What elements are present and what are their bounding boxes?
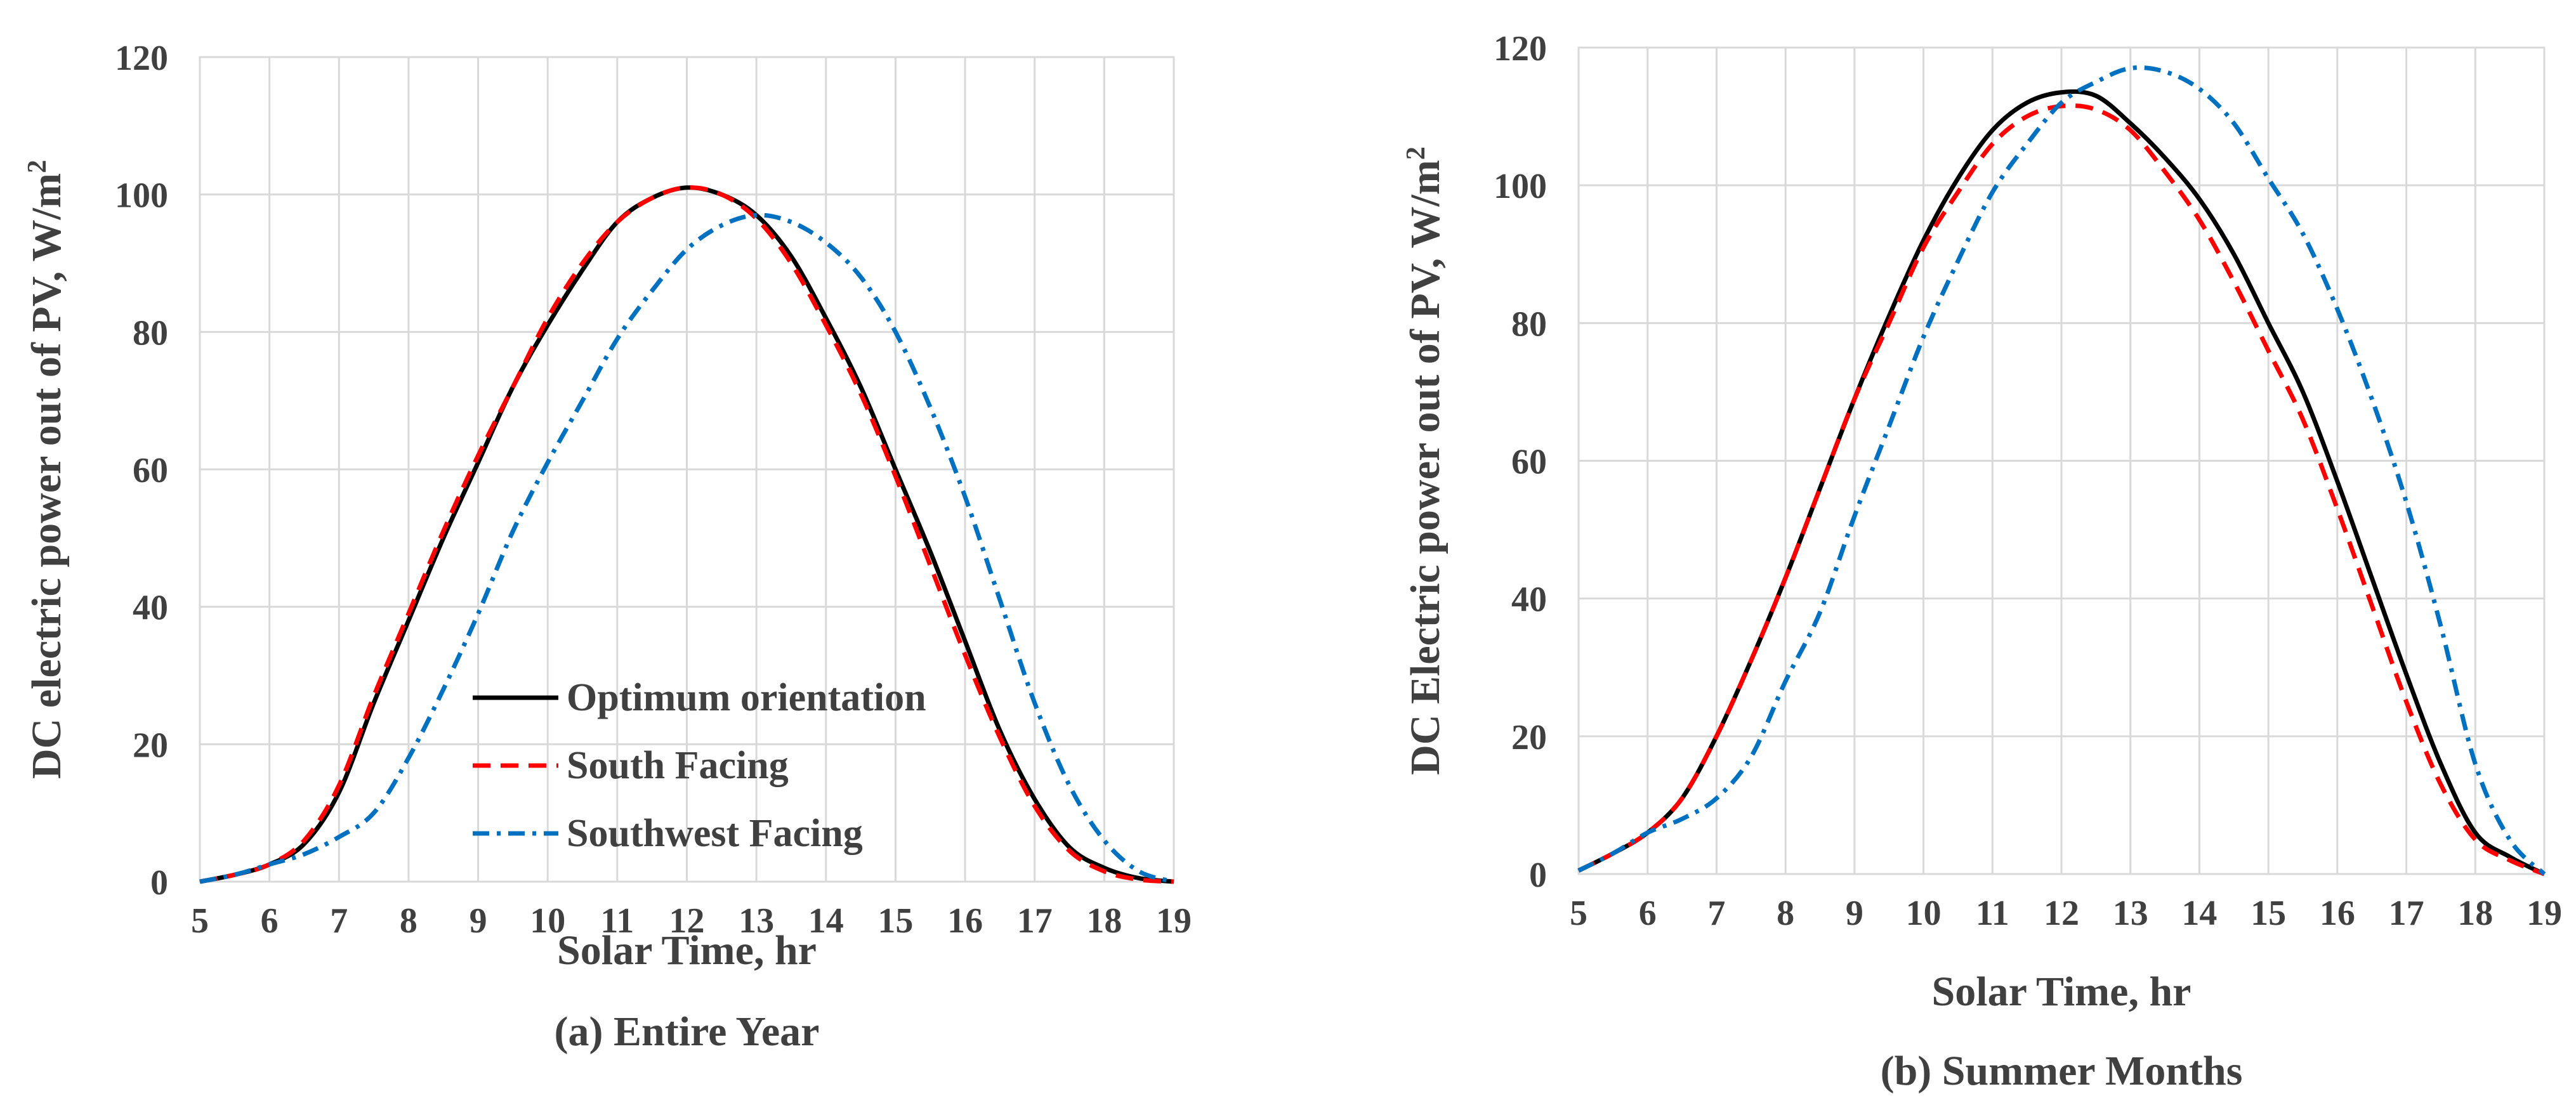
y-axis-label: DC Electric power out of PV, W/m2 bbox=[1402, 147, 1449, 775]
x-tick-label: 7 bbox=[1707, 894, 1725, 933]
y-tick-label: 0 bbox=[150, 863, 168, 903]
plot-area-frame bbox=[199, 56, 1175, 883]
y-tick-label: 0 bbox=[1529, 856, 1547, 895]
y-tick-label: 120 bbox=[115, 39, 168, 78]
y-tick-label: 80 bbox=[1511, 304, 1547, 344]
chart-caption: (a) Entire Year bbox=[555, 1008, 820, 1055]
x-tick-label: 9 bbox=[470, 901, 487, 941]
series-group bbox=[1577, 65, 2546, 877]
series-group bbox=[199, 185, 1174, 884]
y-tick-label: 40 bbox=[133, 589, 168, 628]
x-tick-label: 8 bbox=[1777, 894, 1794, 933]
tick-labels: 5 6 7 8 9 10 11 12 13 14 15 16 17 18 19 0 20 40 60 80 100 120 bbox=[115, 39, 1192, 941]
x-tick-label: 19 bbox=[1156, 901, 1192, 941]
x-tick-label: 9 bbox=[1846, 894, 1863, 933]
chart-panel-summer-months: 5 6 7 8 9 10 11 12 13 14 15 16 17 18 19 0 20 40 60 80 100 120… bbox=[1402, 29, 2562, 1094]
x-tick-label: 15 bbox=[2251, 894, 2286, 933]
x-tick-label: 15 bbox=[877, 901, 913, 941]
x-tick-label: 13 bbox=[2113, 894, 2148, 933]
x-tick-label: 13 bbox=[739, 901, 774, 941]
legend-label: Southwest Facing bbox=[567, 812, 863, 855]
y-tick-label: 20 bbox=[1511, 718, 1547, 757]
x-tick-label: 11 bbox=[600, 901, 634, 941]
series-line-southwest-facing bbox=[199, 212, 1174, 884]
y-axis-label-text: DC electric power out of PV, W/m bbox=[23, 173, 70, 779]
y-tick-label: 120 bbox=[1494, 29, 1547, 69]
x-tick-label: 6 bbox=[261, 901, 279, 941]
grid bbox=[199, 56, 1175, 883]
y-axis-label: DC electric power out of PV, W/m2 bbox=[23, 160, 70, 779]
x-tick-label: 5 bbox=[191, 901, 209, 941]
chart-panel-entire-year: 5 6 7 8 9 10 11 12 13 14 15 16 17 18 19 0 20 40 60 80 100 120… bbox=[23, 39, 1192, 1055]
chart-caption: (b) Summer Months bbox=[1881, 1048, 2243, 1094]
y-tick-label: 100 bbox=[1494, 167, 1547, 206]
x-tick-label: 10 bbox=[1906, 894, 1942, 933]
grid bbox=[1577, 46, 2546, 875]
x-tick-label: 10 bbox=[530, 901, 565, 941]
x-tick-label: 14 bbox=[808, 901, 844, 941]
y-axis-label-text: DC Electric power out of PV, W/m bbox=[1402, 160, 1449, 775]
y-tick-label: 20 bbox=[133, 726, 168, 765]
x-tick-label: 16 bbox=[947, 901, 983, 941]
y-tick-label: 60 bbox=[1511, 443, 1547, 482]
legend: Optimum orientation South Facing Southwest… bbox=[473, 676, 926, 855]
series-line-southwest-facing bbox=[1577, 65, 2546, 876]
x-tick-label: 17 bbox=[1017, 901, 1053, 941]
x-tick-label: 18 bbox=[1086, 901, 1122, 941]
x-axis-label: Solar Time, hr bbox=[557, 927, 817, 974]
series-line-south-facing bbox=[199, 185, 1174, 884]
x-tick-label: 5 bbox=[1570, 894, 1587, 933]
y-tick-label: 40 bbox=[1511, 580, 1547, 620]
legend-label: Optimum orientation bbox=[567, 676, 926, 719]
legend-label: South Facing bbox=[567, 744, 789, 787]
x-tick-label: 6 bbox=[1639, 894, 1657, 933]
x-tick-label: 18 bbox=[2457, 894, 2493, 933]
series-line-south-facing bbox=[1577, 103, 2546, 877]
y-tick-label: 80 bbox=[133, 313, 168, 353]
x-tick-label: 12 bbox=[2044, 894, 2079, 933]
y-tick-label: 100 bbox=[115, 176, 168, 216]
x-tick-label: 7 bbox=[330, 901, 348, 941]
x-tick-label: 14 bbox=[2181, 894, 2217, 933]
tick-labels: 5 6 7 8 9 10 11 12 13 14 15 16 17 18 19 0 20 40 60 80 100 120 bbox=[1494, 29, 2562, 933]
plot-area-frame bbox=[1577, 46, 2546, 875]
x-tick-label: 19 bbox=[2527, 894, 2562, 933]
x-tick-label: 17 bbox=[2389, 894, 2424, 933]
x-axis-label: Solar Time, hr bbox=[1932, 969, 2192, 1015]
x-tick-label: 12 bbox=[669, 901, 705, 941]
x-tick-label: 16 bbox=[2320, 894, 2355, 933]
series-line-optimum-orientation bbox=[199, 185, 1174, 884]
y-axis-label-superscript: 2 bbox=[1402, 147, 1431, 160]
x-tick-label: 11 bbox=[1976, 894, 2009, 933]
y-axis-label-superscript: 2 bbox=[23, 160, 52, 173]
x-tick-label: 8 bbox=[400, 901, 417, 941]
y-tick-label: 60 bbox=[133, 451, 168, 490]
